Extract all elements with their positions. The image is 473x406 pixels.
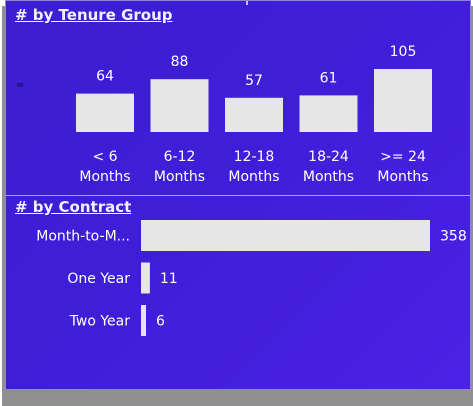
section-divider	[6, 195, 470, 196]
tenure-category-label: Months	[154, 169, 205, 185]
tenure-bar[interactable]	[225, 97, 283, 132]
contract-data-label: 358	[440, 229, 467, 245]
contract-bar-chart[interactable]: Month-to-M... 358 One Year 11 Two Year 6	[6, 1, 471, 390]
tenure-category-label: Months	[377, 169, 428, 185]
contract-category-label: One Year	[67, 271, 130, 287]
collapsed-axis-glyph: ≈	[16, 80, 25, 91]
tenure-bar[interactable]	[374, 69, 432, 132]
contract-category-label: Two Year	[69, 314, 131, 330]
tenure-bar[interactable]	[299, 95, 358, 132]
contract-bar[interactable]	[141, 220, 430, 251]
tenure-bar[interactable]	[76, 93, 134, 132]
tenure-data-label: 61	[320, 70, 338, 86]
tenure-bar-chart[interactable]: 64 < 6 Months 88 6-12 Months 57 12-18 Months 61 18…	[6, 1, 471, 195]
tenure-data-label: 105	[390, 44, 417, 60]
contract-category-label: Month-to-M...	[36, 229, 130, 245]
tenure-data-label: 64	[96, 69, 114, 85]
tenure-category-label: 6-12	[164, 149, 196, 165]
tenure-category-label: < 6	[92, 149, 117, 165]
tenure-data-label: 88	[171, 54, 189, 70]
contract-data-label: 6	[156, 314, 165, 330]
tenure-category-label: Months	[79, 169, 130, 185]
resize-handle[interactable]	[246, 1, 248, 5]
tenure-bar[interactable]	[150, 79, 209, 132]
contract-bar[interactable]	[141, 262, 150, 294]
contract-chart-title: # by Contract	[15, 198, 132, 216]
tenure-category-label: 12-18	[234, 149, 275, 165]
tenure-category-label: Months	[228, 169, 279, 185]
tenure-category-label: >= 24	[380, 149, 426, 165]
tenure-category-label: Months	[303, 169, 354, 185]
tenure-data-label: 57	[245, 73, 263, 89]
tenure-category-label: 18-24	[308, 149, 349, 165]
report-panel: # by Tenure Group ≈ 64 < 6 Months 88 6-12 Mon…	[5, 0, 471, 390]
contract-data-label: 11	[160, 271, 178, 287]
contract-bar[interactable]	[141, 305, 146, 336]
tenure-chart-title: # by Tenure Group	[15, 6, 173, 24]
